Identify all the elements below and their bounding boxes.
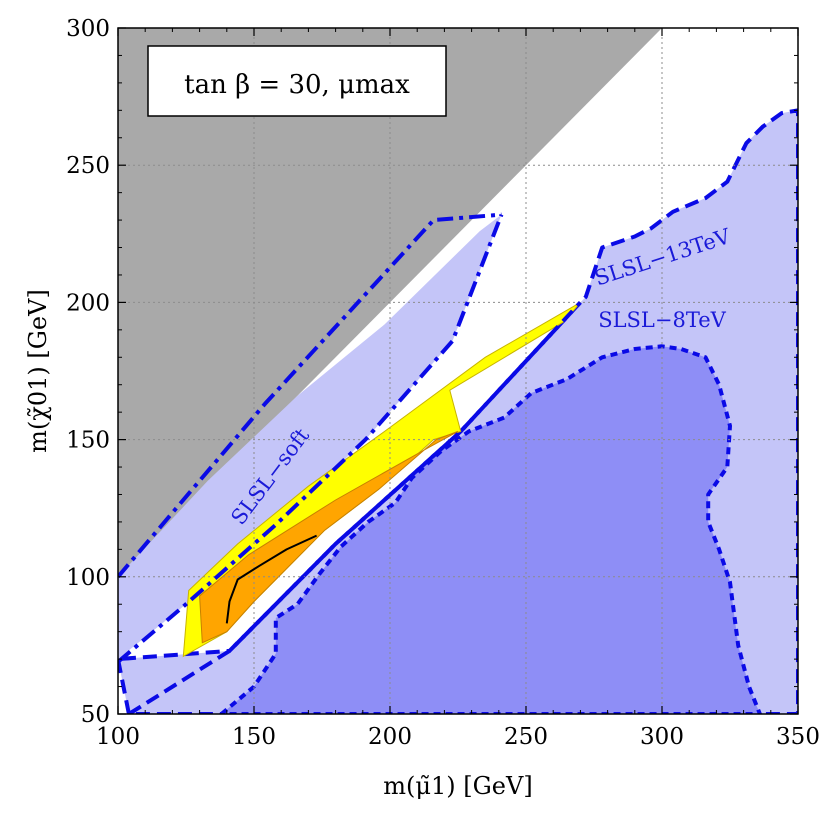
x-tick-label-200: 200	[368, 724, 412, 750]
curve-black-line	[225, 534, 318, 624]
y-tick-label-300: 300	[66, 16, 110, 42]
curves-layer	[118, 212, 582, 714]
title-box-frame	[147, 45, 447, 117]
curve-SLSL-soft-lower	[127, 301, 582, 714]
title-box: tan β = 30, μmax	[147, 45, 447, 117]
chart-title: tan β = 30, μmax	[184, 70, 410, 100]
x-tick-label-100: 100	[96, 724, 140, 750]
x-axis-label: m(μ̃1) [GeV]	[383, 772, 532, 800]
x-tick-label-150: 150	[232, 724, 276, 750]
x-tick-label-250: 250	[504, 724, 548, 750]
x-tick-label-300: 300	[640, 724, 684, 750]
grid-layer	[118, 28, 798, 714]
plot-frame	[117, 27, 799, 715]
curve-SLSL-soft-inner	[118, 213, 504, 664]
x-tick-label-350: 350	[776, 724, 820, 750]
y-tick-label-150: 150	[66, 428, 110, 454]
region-orange-band	[199, 430, 459, 644]
y-tick-label-100: 100	[66, 565, 110, 591]
y-tick-label-250: 250	[66, 153, 110, 179]
y-axis-label: m(χ̃01) [GeV]	[24, 289, 52, 453]
y-tick-label-200: 200	[66, 290, 110, 316]
y-tick-label-50: 50	[81, 702, 110, 728]
region-label-2: SLSL−8TeV	[598, 308, 726, 332]
region-SLSL-8TeV	[219, 344, 762, 714]
region-SLSL-soft-fill	[118, 214, 502, 660]
